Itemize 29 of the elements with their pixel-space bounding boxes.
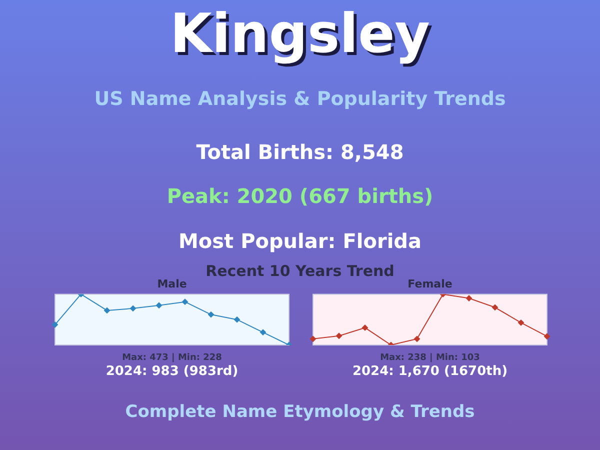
point [466,295,472,302]
point [208,312,214,318]
point [104,307,110,314]
point [518,320,524,326]
chart-title: Male [157,277,187,290]
point [544,333,550,340]
point [156,302,162,308]
point [336,332,342,339]
point [362,324,368,331]
point [310,336,316,342]
point [492,304,498,310]
chart-title: Female [408,277,452,290]
text: 2024: 1,670 (1670th) [351,364,509,379]
point [130,305,136,312]
text: Most Popular: Florida [178,229,422,253]
text: Kingsley [169,2,431,65]
point [234,316,240,323]
point [52,322,58,328]
text: 2024: 983 (983rd) [104,364,240,379]
text: Recent 10 Years Trend [206,262,394,280]
point [414,336,420,342]
text: Peak: 2020 (667 births) [166,184,434,208]
text: US Name Analysis & Popularity Trends [93,88,507,110]
text: Complete Name Etymology & Trends [124,402,476,422]
point [260,329,266,336]
text: Max: 238 | Min: 103 [379,353,481,363]
text: Max: 473 | Min: 228 [121,353,223,363]
point [182,298,188,305]
text: Total Births: 8,548 [195,140,405,164]
